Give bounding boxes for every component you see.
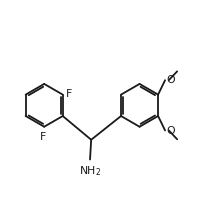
Text: O: O xyxy=(166,126,175,136)
Text: O: O xyxy=(166,75,175,85)
Text: F: F xyxy=(65,89,72,99)
Text: NH$_2$: NH$_2$ xyxy=(79,164,101,178)
Text: F: F xyxy=(40,132,46,142)
